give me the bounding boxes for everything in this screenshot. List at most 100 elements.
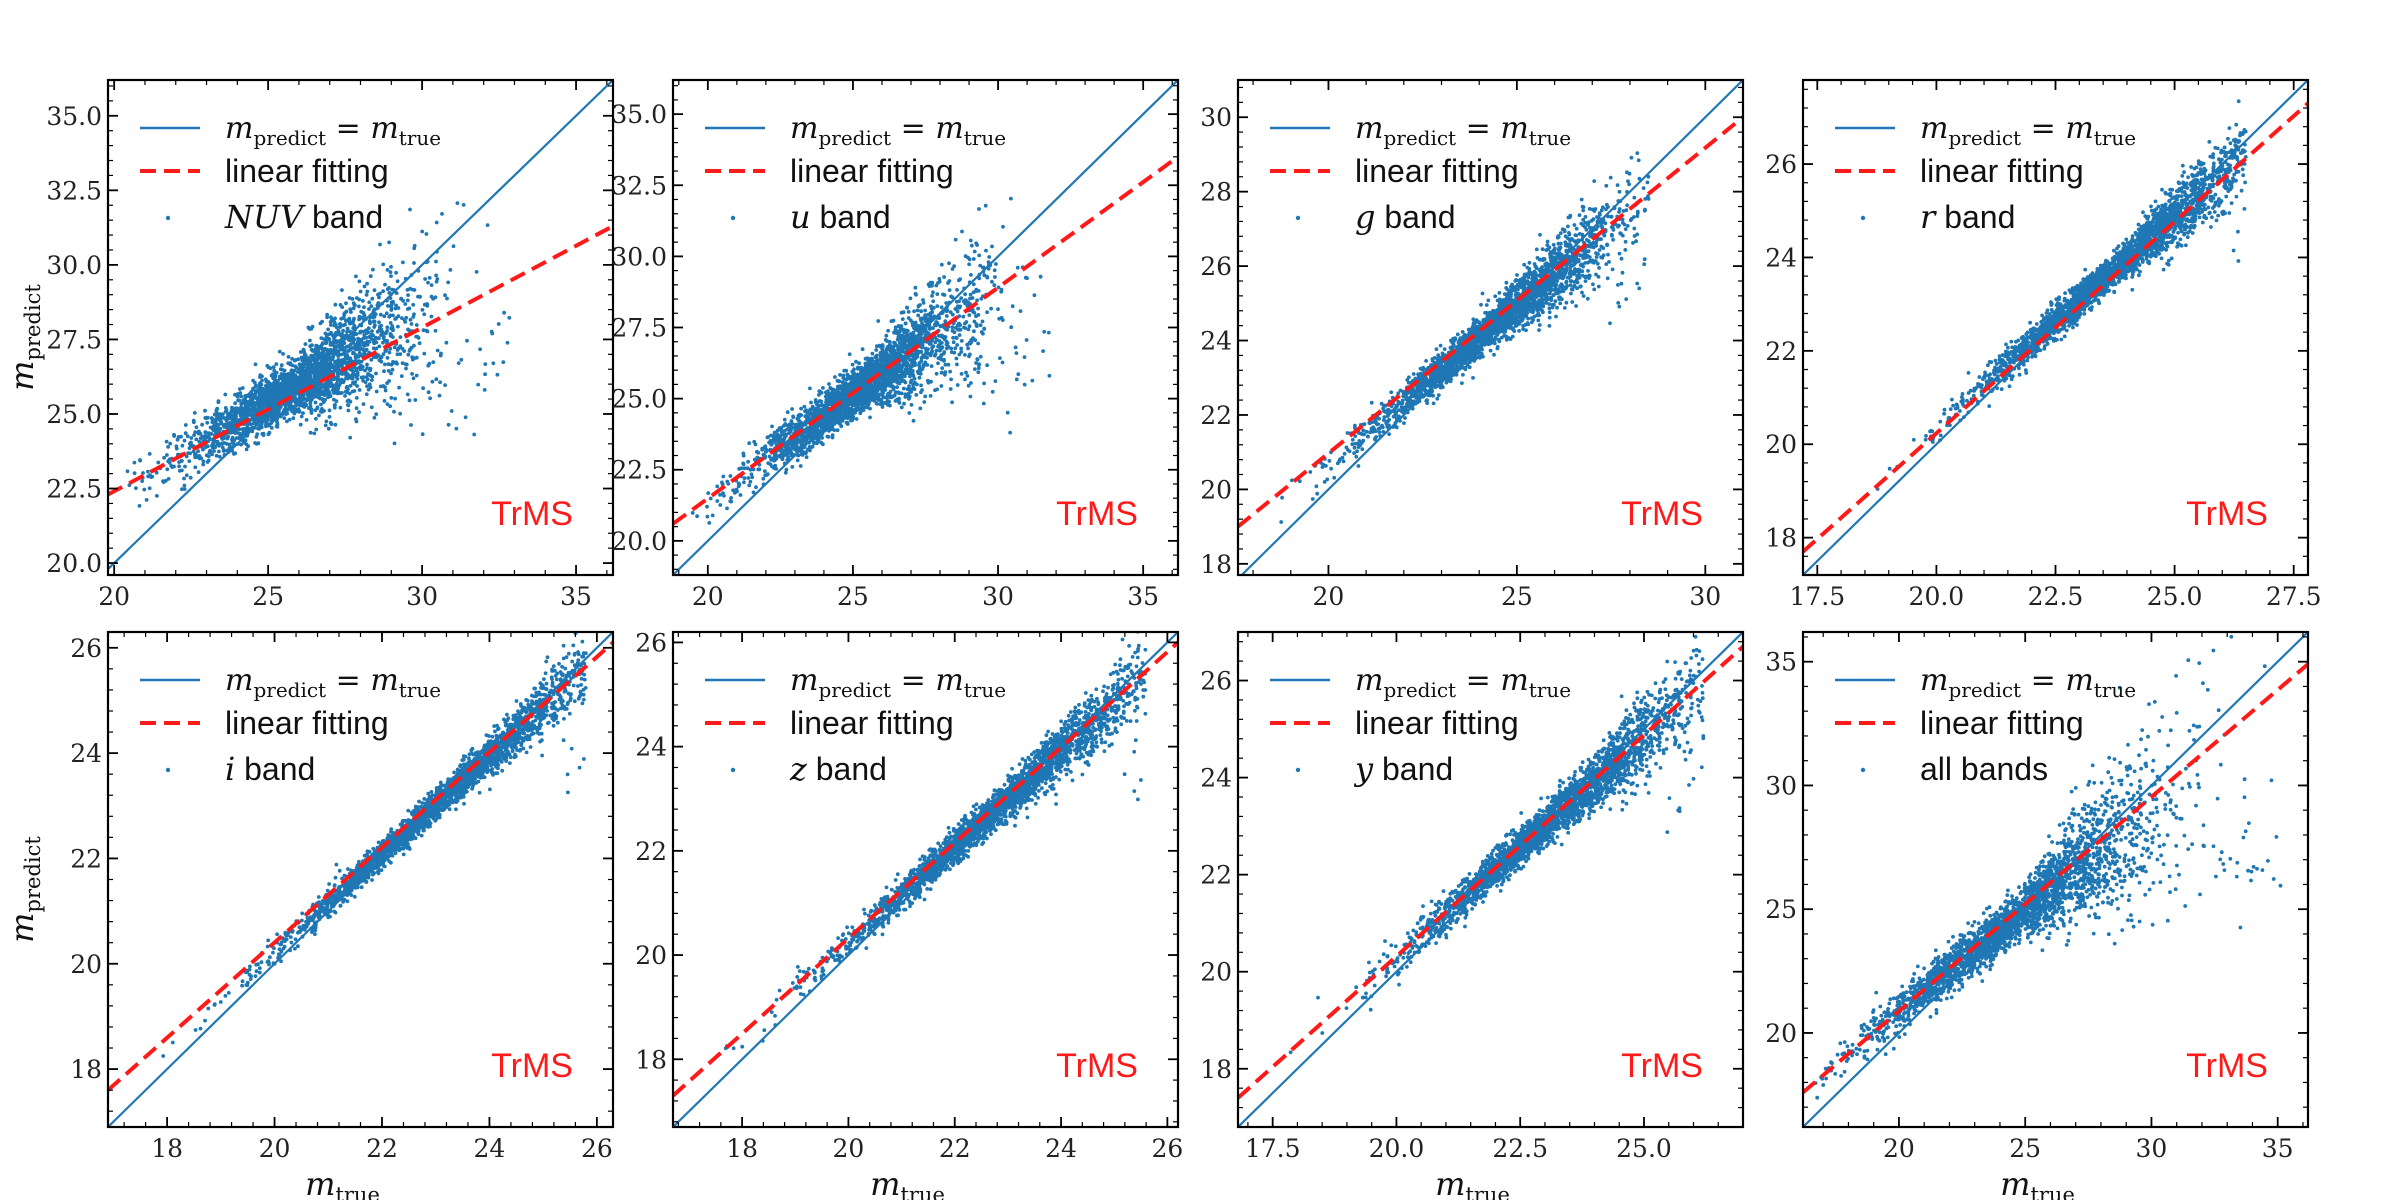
scatter-point [977,207,981,211]
scatter-point [408,317,413,322]
scatter-point [303,342,308,346]
scatter-point [326,395,330,400]
scatter-point [788,425,793,430]
scatter-point [165,467,170,472]
scatter-point [967,313,972,317]
identity-line [108,80,613,570]
scatter-point [386,304,390,308]
scatter-point [288,406,293,411]
scatter-point [880,405,885,409]
scatter-point [922,400,927,404]
scatter-point [265,397,269,402]
scatter-point [897,334,902,339]
scatter-point [370,378,374,382]
scatter-point [232,452,236,456]
scatter-point [239,394,244,399]
scatter-point [200,422,205,427]
scatter-point [331,388,335,392]
scatter-outlier [505,340,510,345]
scatter-point [347,296,352,300]
scatter-point [372,341,377,346]
scatter-point [244,442,249,447]
scatter-point [264,393,268,398]
scatter-outlier [491,361,496,366]
scatter-point [147,452,152,456]
scatter-point [206,458,211,463]
scatter-point [378,291,382,296]
scatter-outlier [456,361,461,365]
scatter-point [407,306,412,311]
scatter-point [348,383,353,388]
scatter-point [193,465,198,470]
scatter-point [388,346,393,351]
scatter-point [400,316,404,320]
scatter-point [269,426,274,430]
scatter-point [378,242,382,247]
scatter-point [394,270,398,275]
scatter-point [206,454,211,459]
scatter-point [435,277,440,281]
scatter-point [382,369,386,374]
scatter-point [217,449,221,454]
scatter-point [254,402,258,407]
scatter-point [388,332,393,336]
scatter-point [177,464,182,469]
scatter-point [285,402,290,407]
scatter-point [767,454,772,459]
scatter-point [336,375,340,379]
scatter-point [742,466,747,471]
scatter-point [1032,293,1037,298]
scatter-point [333,302,338,307]
scatter-point [928,316,932,321]
scatter-point [918,372,923,376]
scatter-point [386,369,391,373]
scatter-point [950,325,955,330]
scatter-point [389,274,393,278]
scatter-point [891,387,896,392]
scatter-point [440,212,444,216]
scatter-point [966,300,970,304]
scatter-point [747,483,752,488]
scatter-point [720,480,724,485]
scatter-point [324,381,329,386]
scatter-point [955,383,960,387]
scatter-point [934,348,939,353]
scatter-outlier [427,361,432,366]
scatter-outlier [412,356,417,361]
scatter-outlier [489,329,494,334]
scatter-point [194,437,199,442]
scatter-point [406,327,410,332]
scatter-point [845,420,850,425]
scatter-point [859,409,863,414]
scatter-point [260,405,264,410]
scatter-point [205,420,210,425]
scatter-point [174,444,179,449]
scatter-point [412,261,416,265]
scatter-point [285,411,290,416]
scatter-point [959,339,964,343]
scatter-point [414,323,419,327]
scatter-point [230,437,234,442]
scatter-point [920,345,925,350]
scatter-point [886,353,891,358]
scatter-point [918,406,923,411]
scatter-point [389,265,393,269]
scatter-point [239,442,244,447]
scatter-point [833,375,837,379]
scatter-point [808,386,812,391]
scatter-point [784,467,789,472]
scatter-point [287,381,292,386]
scatter-point [278,395,282,399]
scatter-point [969,243,974,248]
scatter-point [346,403,350,407]
scatter-point [317,370,322,375]
scatter-point [954,307,958,312]
scatter-point [248,410,253,415]
scatter-point [972,319,977,324]
scatter-point [183,423,188,427]
scatter-point [959,350,964,354]
scatter-outlier [443,383,447,387]
scatter-point [989,306,993,311]
scatter-point [282,416,287,420]
scatter-point [338,405,343,410]
